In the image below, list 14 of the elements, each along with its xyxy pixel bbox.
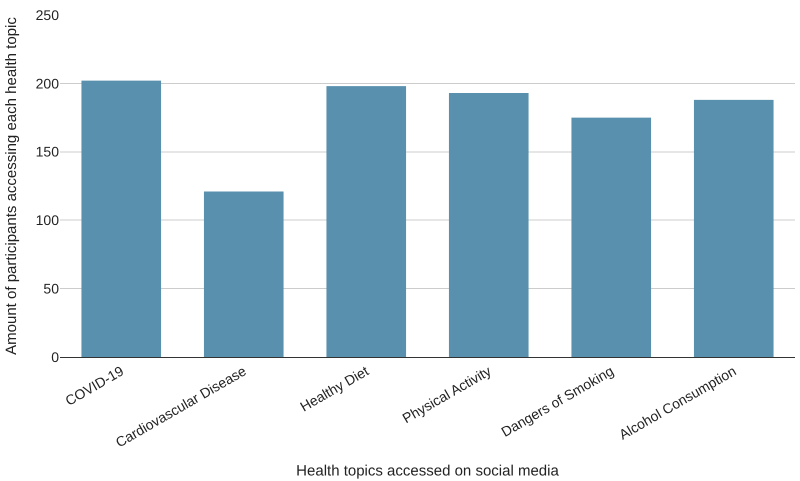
bar [448,92,529,357]
bar [81,80,162,357]
y-tick-label: 150 [36,144,60,160]
bar [326,86,406,357]
y-tick-label: 100 [36,212,60,228]
bar [204,191,284,357]
bar [694,100,774,357]
y-tick-label: 50 [43,280,60,296]
bar [571,118,652,357]
y-tick-label: 250 [36,6,60,23]
y-tick-label: 200 [36,75,60,92]
y-axis-title: Amount of participants accessing each health topic [2,16,20,355]
y-tick-label: 0 [51,348,60,365]
x-axis-title: Health topics accessed on social media [296,462,560,480]
